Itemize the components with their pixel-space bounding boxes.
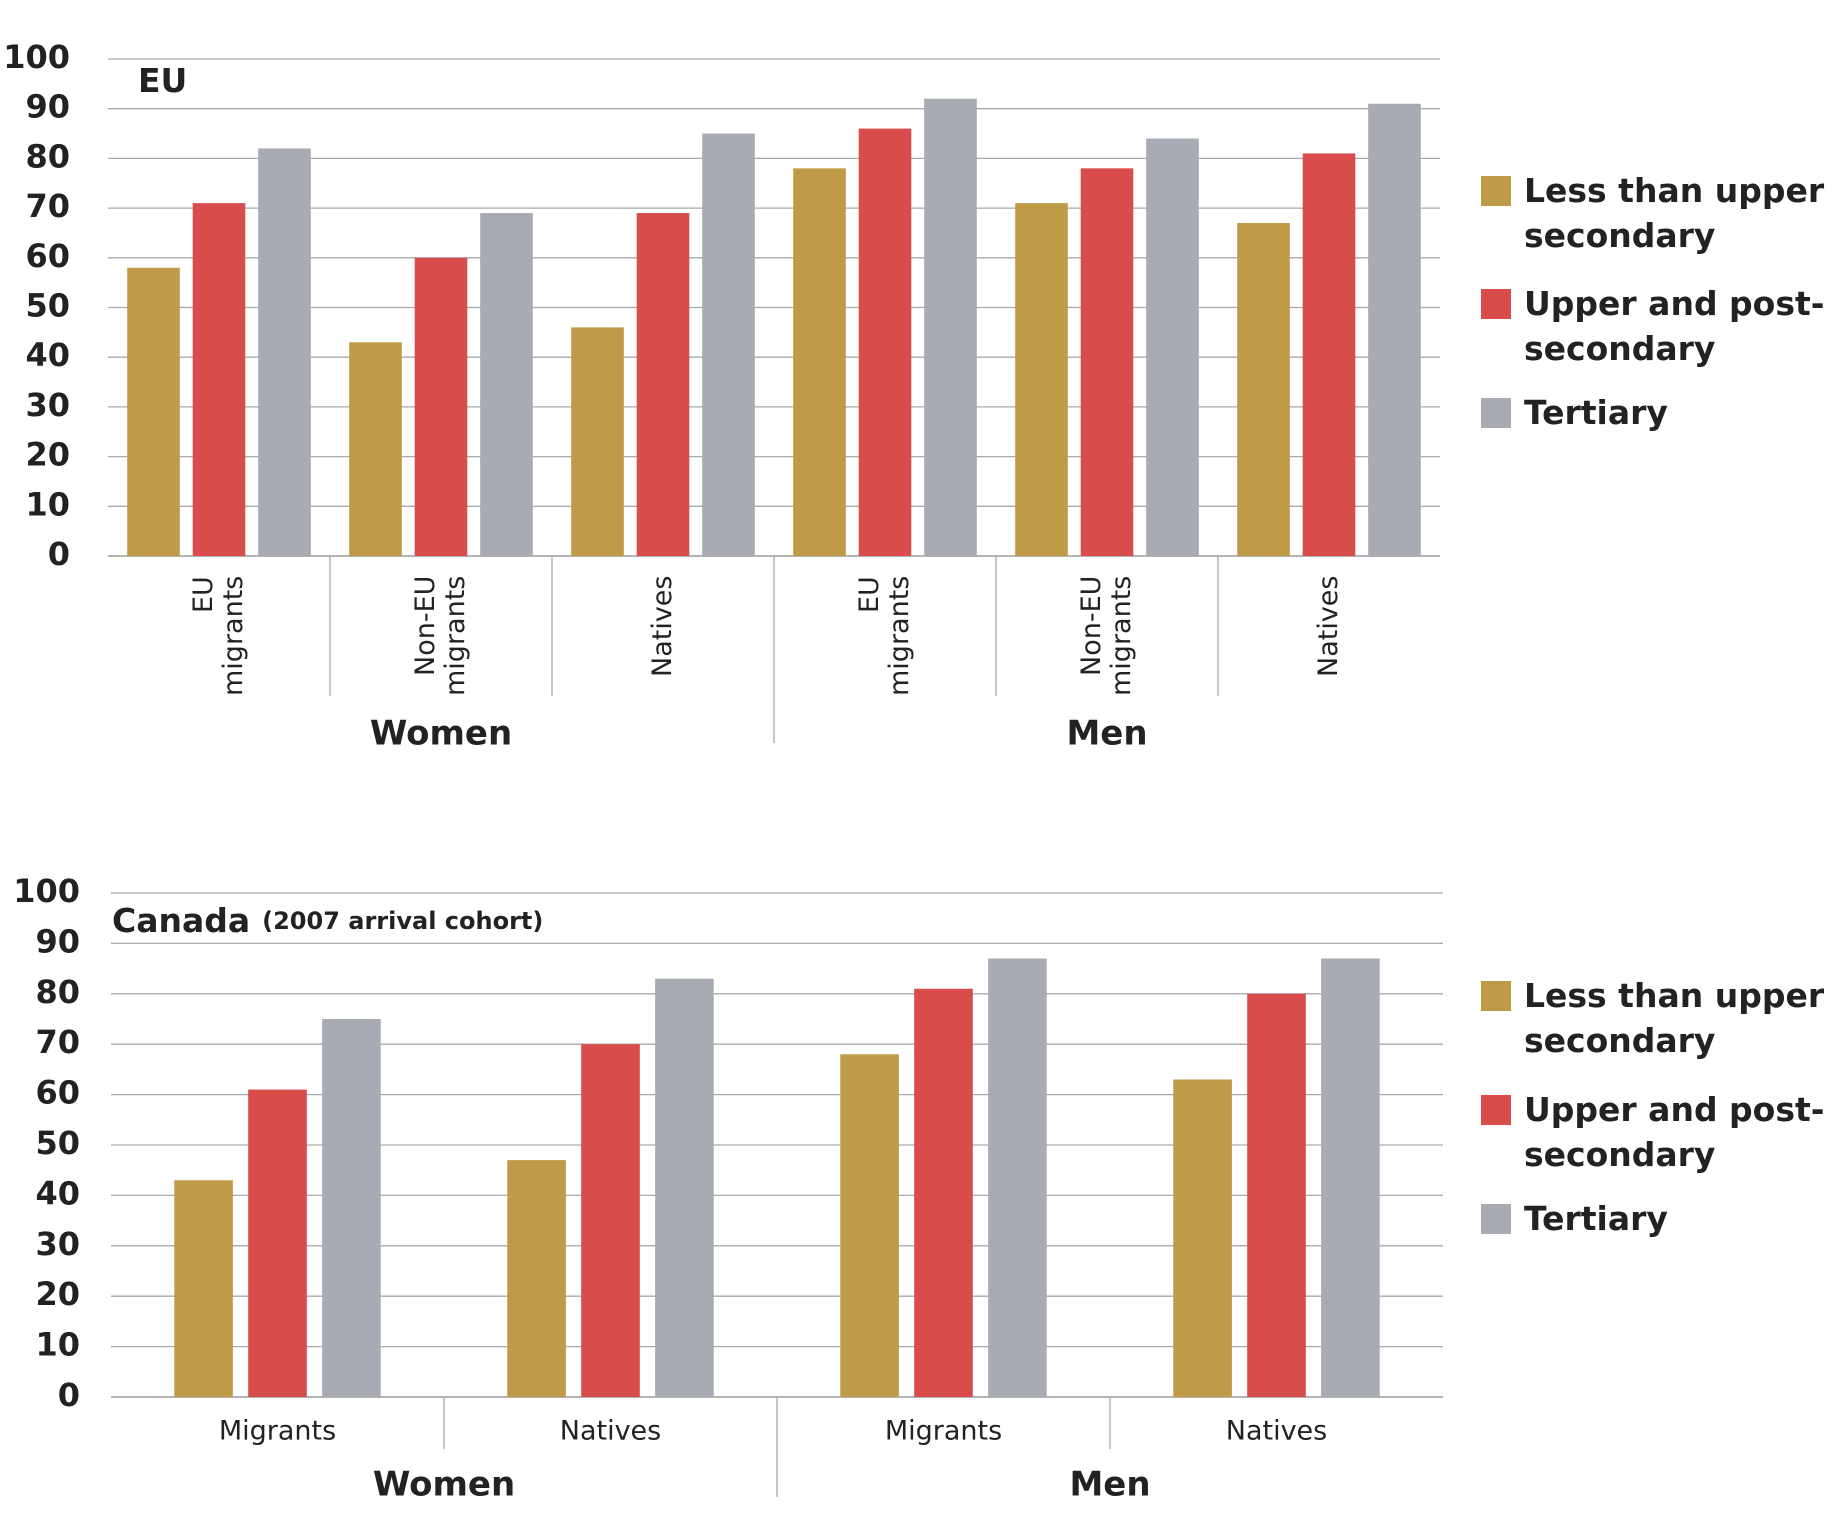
bar: [924, 98, 977, 556]
bar: [1247, 993, 1306, 1397]
x-tick-label: Natives: [1226, 1416, 1328, 1447]
bar: [571, 327, 624, 556]
title: EU: [138, 61, 187, 100]
x-tick-label: EU migrants: [188, 576, 249, 697]
bar: [793, 168, 846, 556]
y-tick-label: 80: [25, 137, 70, 175]
bar: [192, 203, 246, 556]
bar: [1321, 958, 1380, 1397]
chart-title: EU: [138, 61, 187, 100]
y-tick-label: 70: [35, 1023, 80, 1061]
bar: [1302, 153, 1356, 556]
legend-swatch: [1481, 981, 1511, 1011]
y-tick-label: 20: [35, 1275, 80, 1313]
bar: [858, 128, 912, 556]
legend-label: Upper and post-secondary: [1524, 284, 1825, 368]
x-tick-label: Natives: [647, 576, 678, 678]
x-tick-label: Natives: [1313, 576, 1344, 678]
bar: [581, 1044, 640, 1397]
y-tick-label: 10: [25, 485, 70, 523]
bar: [702, 133, 755, 557]
legend-label: Tertiary: [1524, 393, 1668, 432]
legend-label: Tertiary: [1524, 1199, 1668, 1238]
bar: [322, 1019, 381, 1397]
title: Canada: [112, 901, 250, 940]
group-label: Women: [373, 1465, 515, 1505]
bar: [174, 1180, 233, 1397]
y-tick-label: 0: [48, 535, 70, 573]
bar: [1080, 168, 1134, 556]
legend-label: Less than upper secondary: [1524, 171, 1825, 255]
x-tick-label: Migrants: [219, 1416, 336, 1447]
x-tick-label: Natives: [560, 1416, 662, 1447]
x-tick-label: EU migrants: [854, 576, 915, 697]
bar: [414, 257, 468, 556]
bar: [248, 1089, 307, 1397]
y-tick-label: 80: [35, 973, 80, 1011]
group-label: Women: [370, 714, 512, 754]
y-tick-label: 50: [25, 287, 70, 325]
y-tick-label: 70: [25, 187, 70, 225]
legend-swatch: [1481, 176, 1511, 206]
x-tick-label: Non-EU migrants: [410, 576, 471, 697]
x-tick-label: Non-EU migrants: [1076, 576, 1137, 697]
bar: [258, 148, 311, 556]
bar: [480, 213, 533, 556]
bar: [127, 267, 180, 556]
subtitle: (2007 arrival cohort): [262, 907, 543, 935]
bar: [655, 978, 714, 1397]
y-tick-label: 90: [25, 88, 70, 126]
legend-swatch: [1481, 289, 1511, 319]
y-tick-label: 30: [35, 1225, 80, 1263]
chart-title: Canada (2007 arrival cohort): [112, 901, 543, 940]
bar: [1173, 1079, 1232, 1397]
bar: [1368, 103, 1421, 556]
y-tick-label: 50: [35, 1124, 80, 1162]
legend-swatch: [1481, 1204, 1511, 1234]
y-tick-label: 40: [35, 1174, 80, 1212]
y-tick-label: 0: [58, 1376, 80, 1414]
legend-label: Less than upper secondary: [1524, 976, 1825, 1060]
legend-label: Upper and post-secondary: [1524, 1090, 1825, 1174]
y-tick-label: 20: [25, 436, 70, 474]
bar: [349, 342, 402, 556]
bar: [1237, 223, 1290, 556]
bar: [507, 1160, 566, 1397]
legend-swatch: [1481, 398, 1511, 428]
bar: [988, 958, 1047, 1397]
bar: [636, 213, 690, 556]
y-tick-label: 60: [35, 1074, 80, 1112]
bar: [1015, 203, 1068, 556]
group-label: Men: [1069, 1465, 1150, 1505]
y-tick-label: 30: [25, 386, 70, 424]
bar: [914, 988, 973, 1397]
bar: [1146, 138, 1199, 556]
legend-swatch: [1481, 1095, 1511, 1125]
y-tick-label: 10: [35, 1326, 80, 1364]
bar: [840, 1054, 899, 1397]
y-tick-label: 100: [13, 872, 80, 910]
y-tick-label: 100: [3, 38, 70, 76]
y-tick-label: 90: [35, 922, 80, 960]
x-tick-label: Migrants: [885, 1416, 1002, 1447]
y-tick-label: 40: [25, 336, 70, 374]
group-label: Men: [1066, 714, 1147, 754]
y-tick-label: 60: [25, 237, 70, 275]
